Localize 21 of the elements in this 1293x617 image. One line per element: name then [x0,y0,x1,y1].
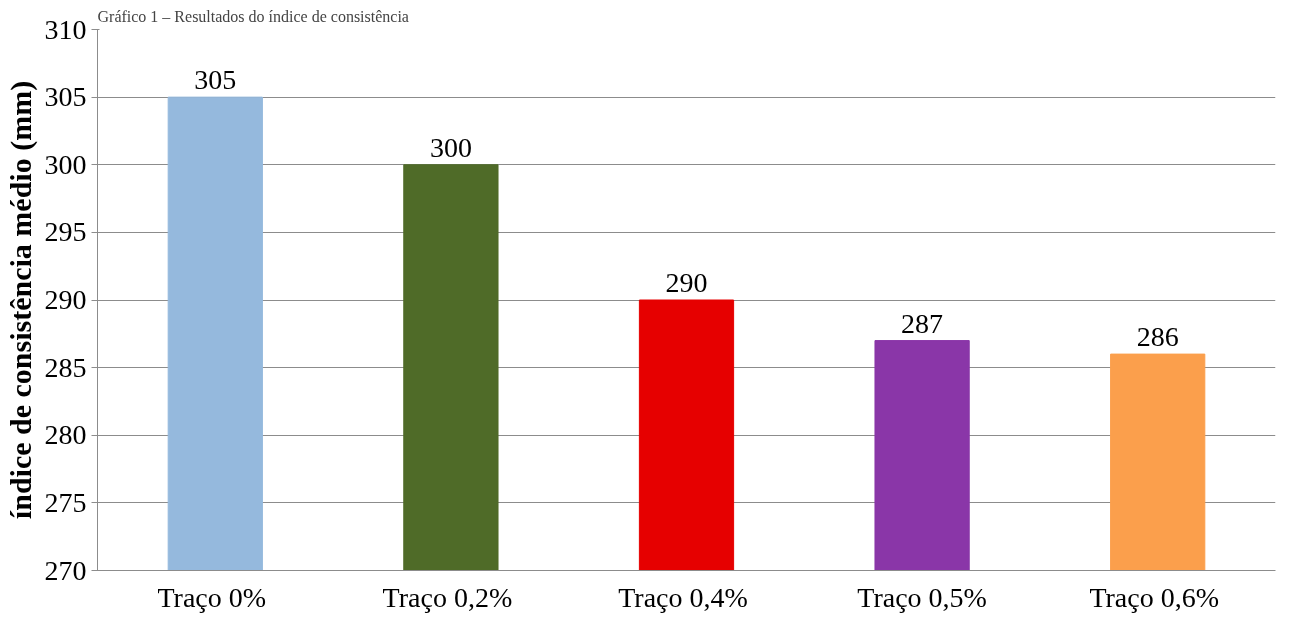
y-tick-label: 300 [44,148,87,180]
y-tick-label: 280 [44,419,87,451]
x-tick-label: Traço 0% [157,581,267,613]
y-tick-label: 295 [44,216,87,248]
y-tick-label: 275 [44,486,87,518]
y-tick-label: 285 [44,351,87,383]
x-tick-label: Traço 0,6% [1089,581,1220,613]
y-tick-label: 290 [44,284,87,315]
data-label: 286 [1136,321,1179,353]
data-label: 305 [194,64,237,96]
y-tick-label: 310 [44,13,87,45]
x-tick-label: Traço 0,2% [382,581,513,613]
y-tick-label: 270 [44,554,87,586]
y-tick-label: 305 [44,81,87,113]
x-tick-label: Traço 0,4% [618,581,748,613]
data-label: 287 [901,307,944,339]
data-label: 290 [665,267,708,298]
y-axis-title: índice de consistência médio (mm) [3,80,38,520]
chart-title: Gráfico 1 – Resultados do índice de consistência [97,7,409,25]
data-label: 300 [429,131,472,163]
x-tick-label: Traço 0,5% [857,581,987,613]
